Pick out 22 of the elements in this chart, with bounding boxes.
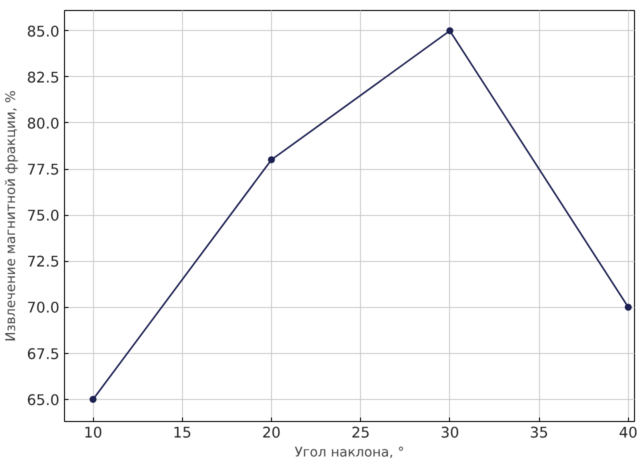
y-tick-label: 82.5: [26, 69, 60, 86]
x-tick-label: 15: [172, 424, 192, 442]
y-tick-label: 67.5: [26, 346, 60, 363]
x-axis-title: Угол наклона, °: [294, 446, 404, 460]
x-tick-label: 40: [618, 424, 638, 442]
y-axis-title: Извлечение магнитной фракции, %: [4, 90, 19, 342]
point: [624, 304, 632, 311]
y-tick-label: 70.0: [26, 300, 60, 317]
y-tick-label: 85.0: [26, 23, 60, 40]
y-tick-label: 75.0: [26, 208, 60, 225]
point: [90, 396, 97, 403]
point: [446, 27, 454, 34]
y-tick-label: 80.0: [26, 115, 60, 132]
x-tick-label: 35: [530, 424, 548, 442]
x-tick-label: 25: [351, 424, 370, 442]
point: [268, 156, 275, 164]
y-tick-label: 77.5: [26, 162, 60, 178]
y-tick-label: 72.5: [26, 254, 60, 271]
x-tick-label: 30: [440, 424, 460, 442]
y-tick-label: 65.0: [26, 392, 60, 409]
x-tick-label: 10: [84, 424, 102, 442]
x-tick-label: 20: [262, 424, 281, 442]
